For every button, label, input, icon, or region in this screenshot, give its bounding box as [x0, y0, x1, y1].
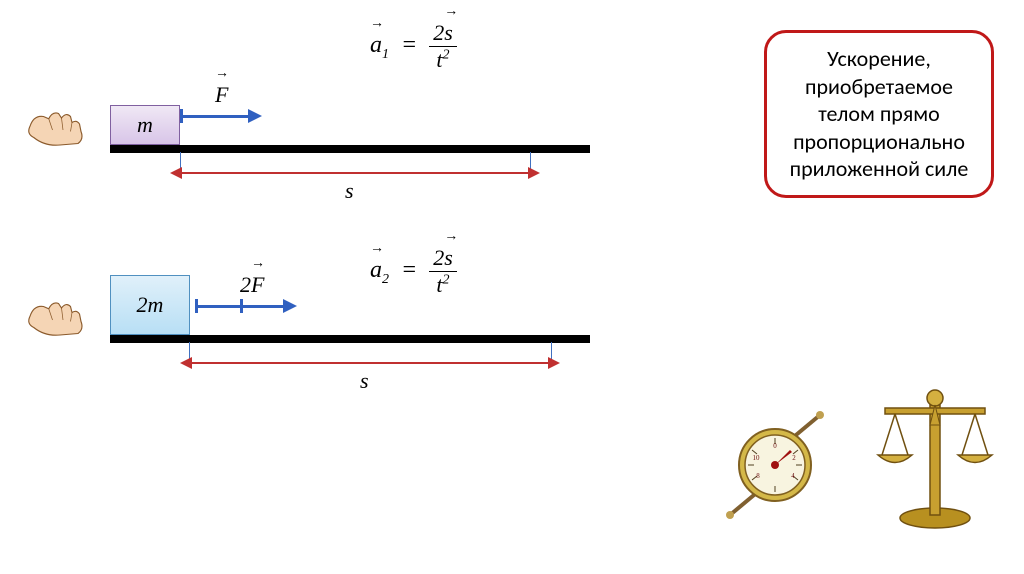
formula-a2-var: a — [370, 257, 382, 283]
track-2 — [110, 335, 590, 343]
force-arrow-2 — [195, 305, 285, 308]
svg-text:4: 4 — [791, 472, 795, 480]
force-label-1: F — [215, 82, 228, 108]
mass-block-1: m — [110, 105, 180, 145]
formula-a1-var: a — [370, 32, 382, 58]
callout-text: Ускорение, приобретаемое телом прямо про… — [790, 45, 969, 182]
mass-label-1: m — [137, 112, 153, 138]
dynamometer-icon: 0 2 4 10 8 — [720, 400, 830, 530]
formula-a1: a1 = 2s t2 — [370, 20, 457, 73]
distance-arrow-1 — [180, 172, 530, 174]
principle-callout: Ускорение, приобретаемое телом прямо про… — [764, 30, 994, 198]
distance-label-2: s — [360, 368, 369, 394]
svg-text:0: 0 — [773, 442, 777, 450]
mass-label-2: 2m — [137, 292, 164, 318]
force-arrow-1 — [180, 115, 250, 118]
hand-icon — [20, 290, 100, 350]
formula-a2-sub: 2 — [382, 272, 389, 287]
mass-block-2: 2m — [110, 275, 190, 335]
balance-scales-icon — [870, 370, 1000, 530]
hand-icon — [20, 100, 100, 160]
svg-text:10: 10 — [753, 454, 761, 462]
svg-text:8: 8 — [756, 472, 760, 480]
track-1 — [110, 145, 590, 153]
distance-arrow-2 — [190, 362, 550, 364]
formula-a1-sub: 1 — [382, 47, 389, 62]
svg-text:2: 2 — [792, 454, 796, 462]
distance-label-1: s — [345, 178, 354, 204]
formula-a2: a2 = 2s t2 — [370, 245, 457, 298]
force-label-2: 2F — [240, 272, 264, 298]
